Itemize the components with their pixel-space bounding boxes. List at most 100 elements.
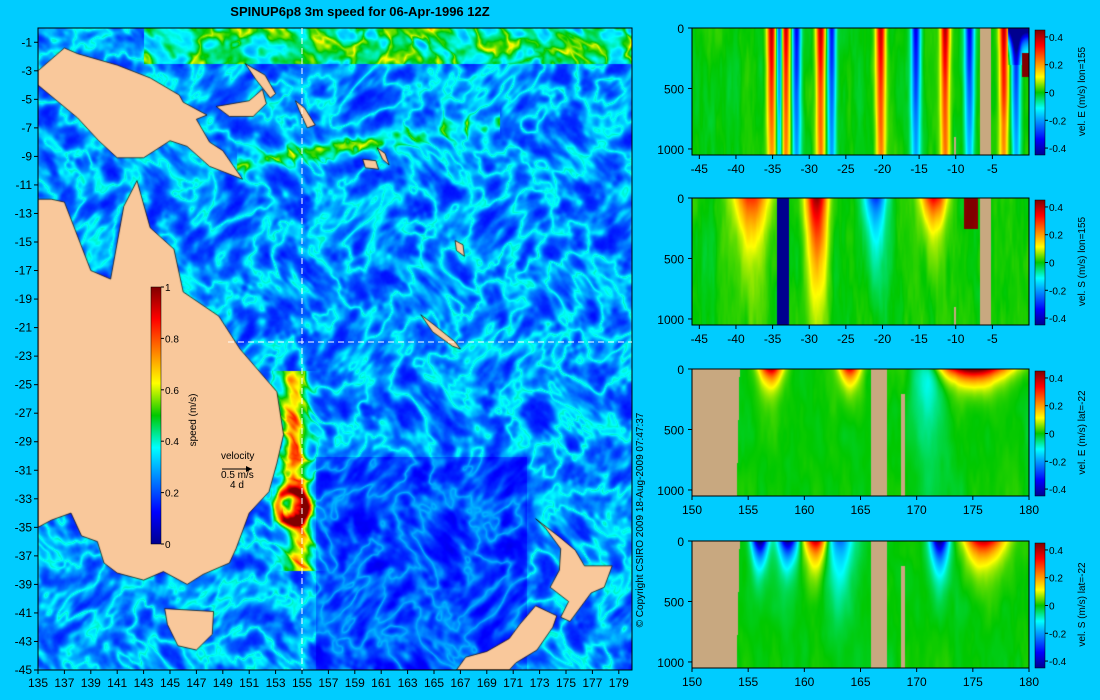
section-x-tick-label: -5 [987,332,998,346]
map-x-tick-label: 175 [556,676,576,690]
map-y-tick-label: -31 [15,463,33,477]
section-x-tick-label: -25 [837,162,855,176]
section-colorbar-label: vel. S (m/s) lat=-22 [1077,562,1088,647]
section-x-tick-label: -35 [764,332,782,346]
section-colorbar-tick-label: -0.2 [1049,116,1067,127]
section-x-tick-label: 175 [963,503,983,517]
section-colorbar [1034,29,1046,156]
map-x-tick-label: 163 [398,676,418,690]
section-panel-2: -45 -40 -35 -30 -25 -20 -15 -10 -5 0 500 1000 0.4 0.2… [657,192,1088,346]
map-x-tick-label: 149 [213,676,233,690]
map-y-tick-label: -43 [15,634,33,648]
map-frame [37,27,633,671]
map-x-tick-label: 165 [424,676,444,690]
map-y-tick-label: -13 [15,206,33,220]
section-colorbar-tick-label: -0.4 [1049,314,1067,325]
section-x-tick-label: 150 [682,503,702,517]
section-x-tick-label: 155 [738,675,758,689]
section-y-tick-label: 0 [677,535,684,549]
map-x-tick-label: 157 [318,676,338,690]
map-x-tick-label: 179 [609,676,629,690]
section-x-tick-label: 160 [794,675,814,689]
map-x-tick-label: 171 [503,676,523,690]
section-colorbar-tick-label: 0.4 [1049,203,1063,214]
section-colorbar-tick-label: -0.4 [1049,657,1067,668]
section-x-tick-label: -15 [910,332,928,346]
section-colorbar-tick-label: -0.4 [1049,144,1067,155]
map-y-tick-label: -7 [21,121,32,135]
section-x-tick-label: 165 [850,675,870,689]
map-y-tick-label: -17 [15,264,33,278]
section-colorbar-tick-label: 0 [1049,602,1055,613]
map-y-tick-label: -35 [15,520,33,534]
velocity-legend-speed: 0.5 m/s [221,470,254,481]
map-y-tick-label: -21 [15,321,33,335]
section-y-tick-label: 1000 [657,143,684,157]
speed-colorbar-tick-label: 1 [165,283,171,294]
map-y-axis: -1 -3 -5 -7 -9 -11 -13 -15 -17 -19 -21 -23 -25 -27 -29… [15,35,38,677]
section-y-tick-label: 0 [677,363,684,377]
map-y-tick-label: -19 [15,292,33,306]
map-y-tick-label: -9 [21,149,32,163]
map-y-tick-label: -45 [15,663,33,677]
section-x-tick-label: -35 [764,162,782,176]
section-y-tick-label: 500 [664,252,684,266]
map-x-tick-label: 153 [266,676,286,690]
section-panels: -45 -40 -35 -30 -25 -20 -15 -10 -5 0 500 1000 0.4 0.2… [657,22,1088,689]
section-y-tick-label: 500 [664,423,684,437]
speed-colorbar-ticks: 1 0.8 0.6 0.4 0.2 0 [161,283,179,551]
section-colorbar-tick-label: -0.2 [1049,286,1067,297]
section-x-tick-label: -15 [910,162,928,176]
section-x-tick-label: -20 [874,162,892,176]
map-x-tick-label: 161 [371,676,391,690]
velocity-legend-arrowhead [246,466,252,472]
map-x-tick-label: 145 [160,676,180,690]
map-y-tick-label: -3 [21,64,32,78]
section-colorbar-tick-label: -0.2 [1049,457,1067,468]
section-x-tick-label: -40 [727,162,745,176]
section-y-tick-label: 1000 [657,313,684,327]
speed-colorbar-tick-label: 0.8 [165,334,179,345]
speed-heatmap [38,28,632,670]
section-colorbar-tick-label: 0.4 [1049,374,1063,385]
section-panel-3: 150 155 160 165 170 175 180 0 500 1000 0.4 0.2 0 -0.2… [657,363,1088,517]
section-y-tick-label: 0 [677,22,684,36]
map-y-tick-label: -11 [16,178,33,192]
map-y-tick-label: -5 [21,92,32,106]
section-colorbar [1034,370,1046,497]
section-x-tick-label: -30 [801,332,819,346]
map-x-tick-label: 137 [54,676,74,690]
speed-colorbar-tick-label: 0.4 [165,437,179,448]
map-x-tick-label: 147 [186,676,206,690]
speed-colorbar-tick-label: 0 [165,540,171,551]
section-x-tick-label: -45 [691,332,709,346]
map-x-tick-label: 139 [81,676,101,690]
section-x-tick-label: -40 [727,332,745,346]
section-heatmap [692,541,1029,668]
section-colorbar-tick-label: 0 [1049,89,1055,100]
section-x-tick-label: 155 [738,503,758,517]
map-x-tick-label: 141 [107,676,127,690]
map-x-tick-label: 167 [450,676,470,690]
map-panel: 135 137 139 141 143 145 147 149 151 153 155 157 159 1… [15,27,633,690]
map-y-tick-label: -15 [15,235,33,249]
section-y-tick-label: 500 [664,82,684,96]
map-x-tick-label: 173 [530,676,550,690]
section-x-tick-label: 180 [1019,503,1039,517]
section-heatmap [692,369,1029,496]
section-frame [691,197,1030,326]
section-x-tick-label: 180 [1019,675,1039,689]
section-y-tick-label: 500 [664,595,684,609]
map-y-tick-label: -37 [15,549,33,563]
map-y-tick-label: -23 [15,349,33,363]
section-colorbar-label: vel. S (m/s) lon=155 [1077,216,1088,306]
section-x-tick-label: -45 [691,162,709,176]
map-x-tick-label: 143 [134,676,154,690]
section-colorbar [1034,199,1046,326]
section-colorbar-tick-label: -0.4 [1049,485,1067,496]
section-colorbar-tick-label: 0.4 [1049,546,1063,557]
speed-colorbar-tick-label: 0.2 [165,489,179,500]
copyright-note: © Copyright CSIRO 2009 18-Aug-2009 07:47… [635,412,646,627]
section-x-tick-label: -10 [947,332,965,346]
speed-colorbar [150,286,162,545]
